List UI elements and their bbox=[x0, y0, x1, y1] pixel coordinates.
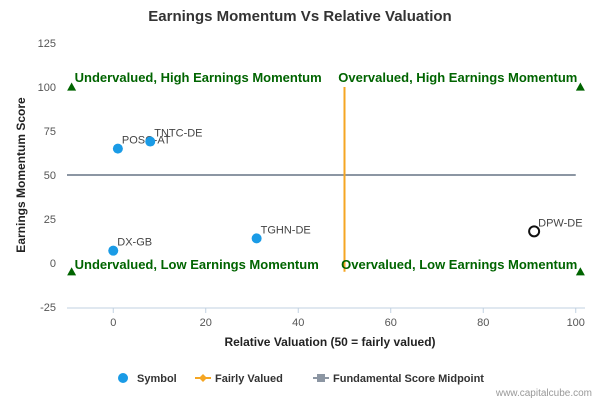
x-tick-label: 60 bbox=[385, 317, 397, 329]
x-tick-label: 20 bbox=[200, 317, 212, 329]
legend-square-marker bbox=[317, 374, 325, 382]
corner-marker-triangle bbox=[575, 82, 585, 91]
quadrant-label: Undervalued, High Earnings Momentum bbox=[75, 70, 322, 85]
legend: Symbol Fairly Valued Fundamental Score Mid… bbox=[118, 373, 484, 385]
x-tick-label: 0 bbox=[110, 317, 116, 329]
data-point-label: DPW-DE bbox=[538, 217, 582, 229]
x-tick-label: 80 bbox=[477, 317, 489, 329]
legend-item-label[interactable]: Symbol bbox=[137, 373, 177, 385]
data-point-label: DX-GB bbox=[117, 237, 152, 249]
data-point-label: TGHN-DE bbox=[261, 224, 311, 236]
reference-lines bbox=[67, 87, 576, 272]
legend-item-label[interactable]: Fundamental Score Midpoint bbox=[333, 373, 484, 385]
corner-marker-triangle bbox=[67, 82, 77, 91]
legend-symbol-marker bbox=[118, 373, 128, 383]
y-tick-label: 25 bbox=[44, 214, 56, 226]
y-axis-title: Earnings Momentum Score bbox=[14, 97, 28, 253]
y-tick-label: 50 bbox=[44, 170, 56, 182]
data-point[interactable] bbox=[528, 225, 541, 238]
x-axis-ticks: 0 20 40 60 80 100 bbox=[110, 308, 585, 329]
quadrant-label: Undervalued, Low Earnings Momentum bbox=[75, 257, 319, 272]
y-tick-label: -25 bbox=[40, 302, 56, 314]
data-point[interactable] bbox=[112, 143, 123, 154]
x-axis-title: Relative Valuation (50 = fairly valued) bbox=[224, 335, 435, 349]
corner-marker-triangle bbox=[575, 267, 585, 276]
y-tick-label: 100 bbox=[38, 82, 56, 94]
y-tick-label: 0 bbox=[50, 258, 56, 270]
data-point[interactable] bbox=[108, 245, 119, 256]
legend-diamond-marker bbox=[199, 374, 207, 382]
data-point-label: TNTC-DE bbox=[154, 128, 202, 140]
data-point[interactable] bbox=[145, 136, 156, 147]
x-tick-label: 100 bbox=[567, 317, 585, 329]
quadrant-labels: Undervalued, High Earnings Momentum Overv… bbox=[75, 70, 578, 272]
chart-title: Earnings Momentum Vs Relative Valuation bbox=[148, 8, 451, 25]
data-point[interactable] bbox=[251, 233, 262, 244]
y-axis-ticks: 125 100 75 50 25 0 -25 bbox=[38, 38, 56, 314]
x-tick-label: 40 bbox=[292, 317, 304, 329]
legend-item-label[interactable]: Fairly Valued bbox=[215, 373, 283, 385]
quadrant-label: Overvalued, High Earnings Momentum bbox=[338, 70, 577, 85]
y-tick-label: 125 bbox=[38, 38, 56, 50]
corner-marker-triangle bbox=[67, 267, 77, 276]
corner-markers bbox=[67, 82, 585, 276]
y-tick-label: 75 bbox=[44, 126, 56, 138]
quadrant-label: Overvalued, Low Earnings Momentum bbox=[341, 257, 577, 272]
credit-text: www.capitalcube.com bbox=[495, 388, 592, 399]
